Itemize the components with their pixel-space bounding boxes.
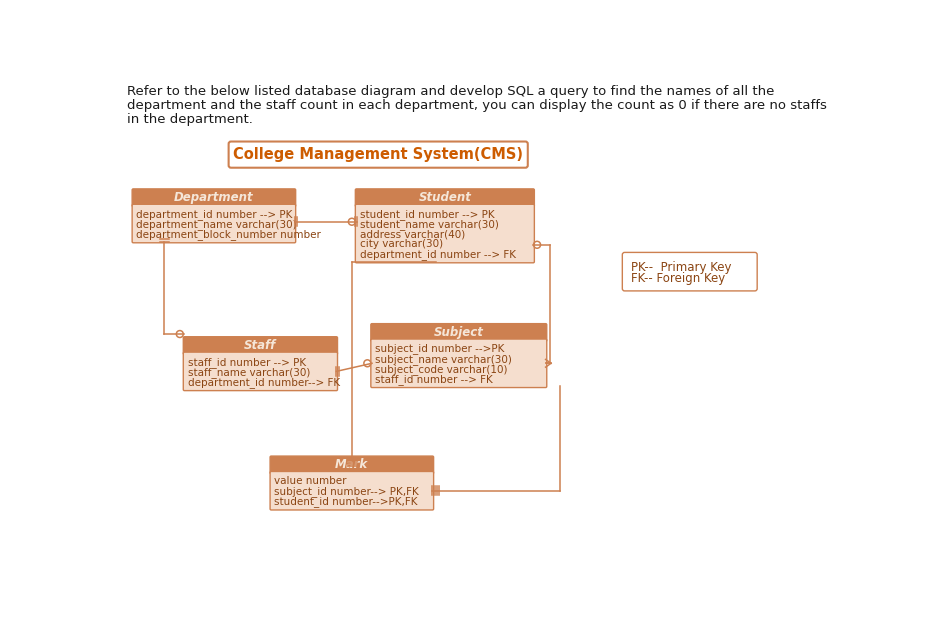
Text: subject_id number--> PK,FK: subject_id number--> PK,FK	[274, 486, 419, 497]
Text: student_id number-->PK,FK: student_id number-->PK,FK	[274, 496, 418, 507]
FancyBboxPatch shape	[371, 323, 547, 341]
Text: student_name varchar(30): student_name varchar(30)	[360, 219, 498, 230]
Text: PK--  Primary Key: PK-- Primary Key	[631, 261, 731, 274]
Text: in the department.: in the department.	[127, 113, 253, 126]
Text: subject_name varchar(30): subject_name varchar(30)	[375, 354, 512, 365]
FancyBboxPatch shape	[183, 352, 338, 391]
FancyBboxPatch shape	[229, 141, 528, 168]
Text: Refer to the below listed database diagram and develop SQL a query to find the n: Refer to the below listed database diagr…	[127, 86, 775, 98]
Text: value number: value number	[274, 477, 347, 486]
Text: College Management System(CMS): College Management System(CMS)	[233, 147, 524, 162]
FancyBboxPatch shape	[270, 456, 433, 474]
Text: Student: Student	[418, 191, 472, 204]
FancyBboxPatch shape	[355, 189, 535, 207]
FancyBboxPatch shape	[355, 204, 535, 263]
Text: Subject: Subject	[434, 326, 484, 339]
Text: Department: Department	[174, 191, 254, 204]
Text: subject_id number -->PK: subject_id number -->PK	[375, 344, 504, 354]
Text: department_name varchar(30): department_name varchar(30)	[137, 219, 297, 230]
Text: student_id number --> PK: student_id number --> PK	[360, 209, 494, 220]
Text: subject_code varchar(10): subject_code varchar(10)	[375, 364, 508, 375]
Text: address varchar(40): address varchar(40)	[360, 230, 465, 239]
FancyBboxPatch shape	[622, 252, 757, 291]
Text: department_id number --> PK: department_id number --> PK	[137, 209, 293, 220]
Text: FK-- Foreign Key: FK-- Foreign Key	[631, 273, 725, 285]
FancyBboxPatch shape	[371, 339, 547, 387]
Text: department_id number--> FK: department_id number--> FK	[188, 377, 339, 387]
Text: staff_name varchar(30): staff_name varchar(30)	[188, 366, 310, 378]
Text: department_id number --> FK: department_id number --> FK	[360, 249, 515, 260]
Text: staff_id number --> FK: staff_id number --> FK	[375, 373, 493, 385]
Text: Mark: Mark	[335, 458, 368, 472]
FancyBboxPatch shape	[132, 204, 296, 243]
Text: Staff: Staff	[245, 339, 276, 352]
FancyBboxPatch shape	[183, 337, 338, 354]
Text: city varchar(30): city varchar(30)	[360, 239, 443, 249]
FancyBboxPatch shape	[270, 472, 433, 510]
Text: department and the staff count in each department, you can display the count as : department and the staff count in each d…	[127, 99, 827, 112]
FancyBboxPatch shape	[132, 189, 296, 207]
Text: department_block_number number: department_block_number number	[137, 229, 321, 240]
Text: staff_id number --> PK: staff_id number --> PK	[188, 357, 306, 368]
